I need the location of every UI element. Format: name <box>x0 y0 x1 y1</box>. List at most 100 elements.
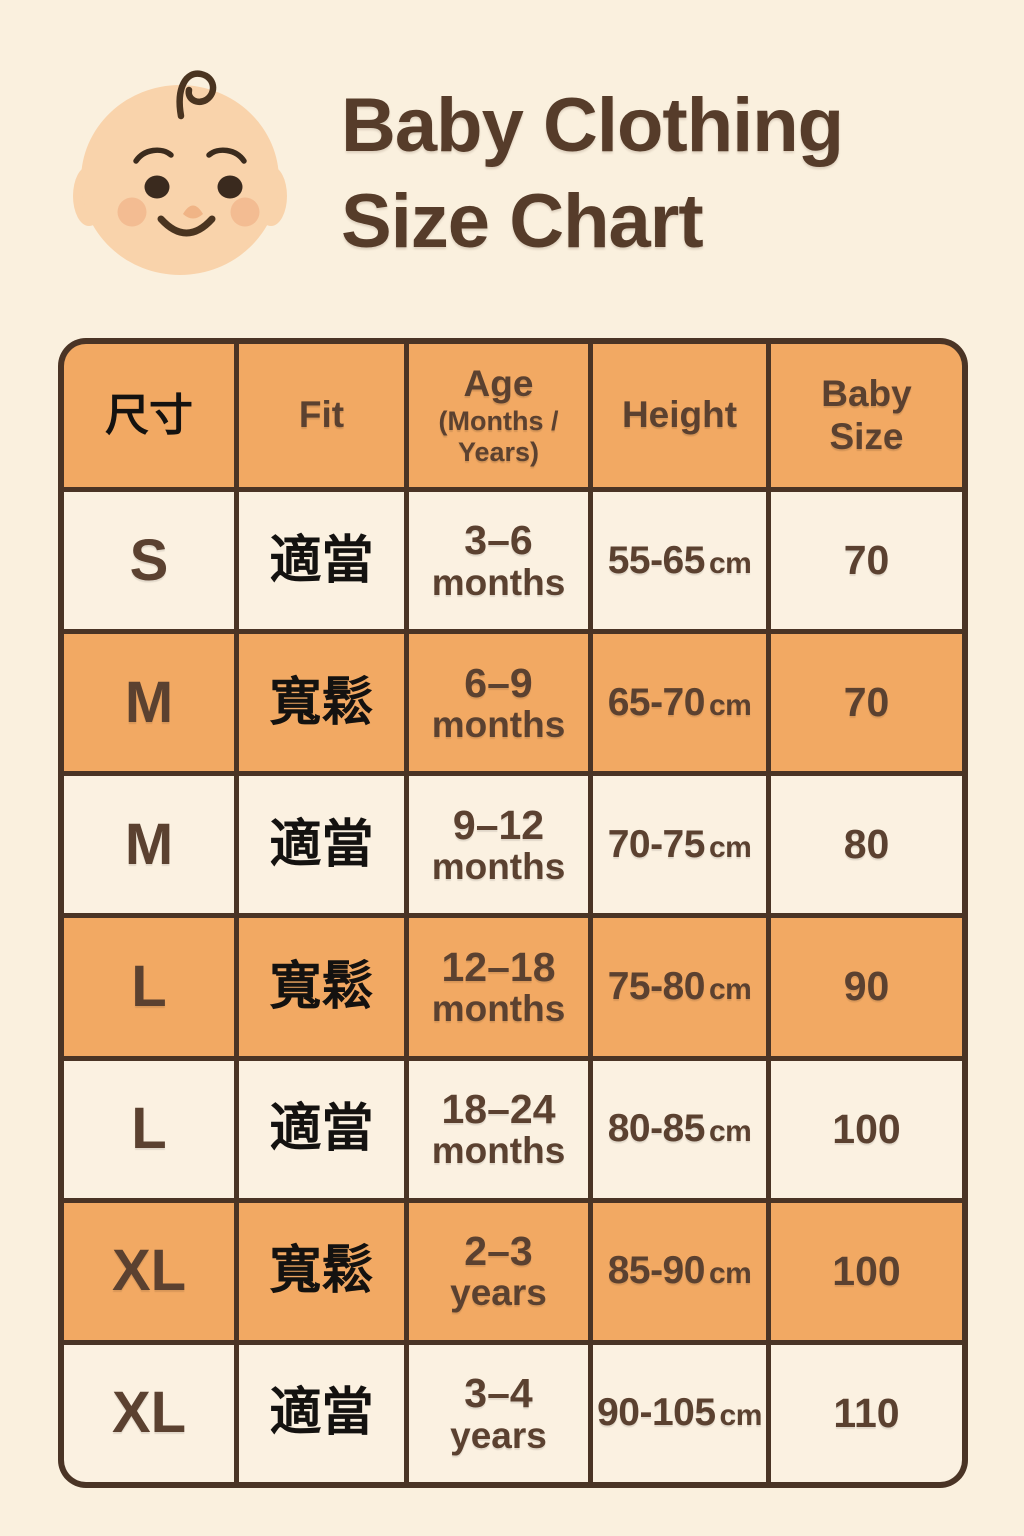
fit-cell: 寬鬆 <box>239 1202 404 1340</box>
height-label: 75-80 cm <box>608 965 752 1009</box>
height-label: 80-85 cm <box>608 1107 752 1151</box>
height-label: 55-65 cm <box>608 539 752 583</box>
height-range-label: 80-85 <box>607 1107 706 1151</box>
column-header-age-label: Age <box>463 363 534 405</box>
column-header-height: Height <box>593 344 766 487</box>
height-unit-label: cm <box>708 972 752 1006</box>
age-range-label: 3–6 <box>464 517 533 564</box>
fit-cell: 適當 <box>239 492 404 630</box>
age-cell: 12–18 months <box>409 918 588 1056</box>
baby-size-cell: 70 <box>771 492 962 630</box>
size-cell: S <box>64 492 234 630</box>
column-header-size: 尺寸 <box>64 344 234 487</box>
height-unit-label: cm <box>708 546 752 580</box>
fit-label: 適當 <box>269 815 374 874</box>
age-range-label: 2–3 <box>464 1228 533 1275</box>
age-range-label: 3–4 <box>464 1370 533 1417</box>
age-unit-label: months <box>431 1130 566 1172</box>
size-cell: L <box>64 1060 234 1198</box>
height-range-label: 65-70 <box>607 680 706 724</box>
baby-size-cell: 100 <box>771 1060 962 1198</box>
age-unit-label: months <box>431 561 566 603</box>
height-cell: 70-75 cm <box>593 776 766 914</box>
size-cell: M <box>64 776 234 914</box>
baby-size-cell: 80 <box>771 776 962 914</box>
height-cell: 65-70 cm <box>593 634 766 772</box>
size-label: XL <box>111 1238 187 1304</box>
size-label: L <box>131 1096 167 1162</box>
height-cell: 85-90 cm <box>593 1202 766 1340</box>
baby-size-label: 100 <box>832 1105 901 1152</box>
page-title-line1: Baby Clothing <box>341 83 844 168</box>
baby-size-label: 90 <box>843 963 890 1010</box>
header: Baby Clothing Size Chart <box>0 0 1024 320</box>
size-cell: M <box>64 634 234 772</box>
height-unit-label: cm <box>719 1399 763 1433</box>
height-cell: 80-85 cm <box>593 1060 766 1198</box>
page-title: Baby Clothing Size Chart <box>341 78 844 270</box>
column-header-age: Age (Months / Years) <box>409 344 588 487</box>
height-range-label: 85-90 <box>607 1249 706 1293</box>
height-unit-label: cm <box>708 688 752 722</box>
height-label: 65-70 cm <box>608 681 752 725</box>
fit-label: 適當 <box>269 1100 374 1159</box>
baby-size-label: 70 <box>843 679 890 726</box>
age-cell: 18–24 months <box>409 1060 588 1198</box>
age-unit-label: months <box>431 846 566 887</box>
age-range-label: 9–12 <box>452 801 545 848</box>
baby-size-label: 80 <box>843 821 890 868</box>
height-range-label: 75-80 <box>607 964 706 1008</box>
age-unit-label: years <box>450 1272 547 1314</box>
height-label: 70-75 cm <box>608 823 752 867</box>
height-unit-label: cm <box>708 830 752 864</box>
size-cell: L <box>64 918 234 1056</box>
age-range-label: 6–9 <box>464 659 533 706</box>
size-label: S <box>129 527 169 593</box>
column-header-height-label: Height <box>621 394 738 436</box>
baby-size-cell: 90 <box>771 918 962 1056</box>
column-header-baby-size-label: Baby Size <box>821 372 912 457</box>
height-range-label: 55-65 <box>607 538 706 582</box>
size-cell: XL <box>64 1202 234 1340</box>
baby-size-cell: 100 <box>771 1202 962 1340</box>
column-header-age-sublabel: (Months / Years) <box>438 405 559 467</box>
age-cell: 9–12 months <box>409 776 588 914</box>
baby-size-label: 110 <box>833 1389 900 1436</box>
fit-cell: 適當 <box>239 1344 404 1482</box>
fit-label: 寬鬆 <box>269 1242 374 1301</box>
fit-label: 適當 <box>269 531 374 590</box>
age-cell: 2–3 years <box>409 1202 588 1340</box>
size-label: L <box>131 953 167 1019</box>
page-title-line2: Size Chart <box>341 178 704 264</box>
height-range-label: 70-75 <box>607 822 706 866</box>
age-range-label: 12–18 <box>441 943 556 990</box>
fit-cell: 寬鬆 <box>239 918 404 1056</box>
column-header-fit-label: Fit <box>298 394 345 436</box>
baby-size-cell: 70 <box>771 634 962 772</box>
size-chart-table: 尺寸 Fit Age (Months / Years) Height Baby … <box>58 338 968 1488</box>
baby-face-icon <box>73 70 287 275</box>
height-label: 85-90 cm <box>608 1249 752 1293</box>
fit-cell: 適當 <box>239 1060 404 1198</box>
baby-size-label: 70 <box>843 537 890 584</box>
fit-label: 適當 <box>269 1384 374 1443</box>
column-header-fit: Fit <box>239 344 404 487</box>
size-label: M <box>124 811 174 877</box>
age-cell: 3–4 years <box>409 1344 588 1482</box>
baby-size-label: 100 <box>832 1247 901 1294</box>
height-label: 90-105 cm <box>597 1391 762 1435</box>
age-range-label: 18–24 <box>441 1086 556 1133</box>
age-cell: 3–6 months <box>409 492 588 630</box>
column-header-baby-size: Baby Size <box>771 344 962 487</box>
height-unit-label: cm <box>708 1115 752 1149</box>
age-cell: 6–9 months <box>409 634 588 772</box>
fit-cell: 寬鬆 <box>239 634 404 772</box>
fit-cell: 適當 <box>239 776 404 914</box>
size-label: M <box>124 669 174 735</box>
fit-label: 寬鬆 <box>269 957 374 1016</box>
column-header-size-label: 尺寸 <box>105 390 193 440</box>
height-cell: 75-80 cm <box>593 918 766 1056</box>
size-cell: XL <box>64 1344 234 1482</box>
size-label: XL <box>111 1380 187 1446</box>
baby-size-cell: 110 <box>771 1344 962 1482</box>
